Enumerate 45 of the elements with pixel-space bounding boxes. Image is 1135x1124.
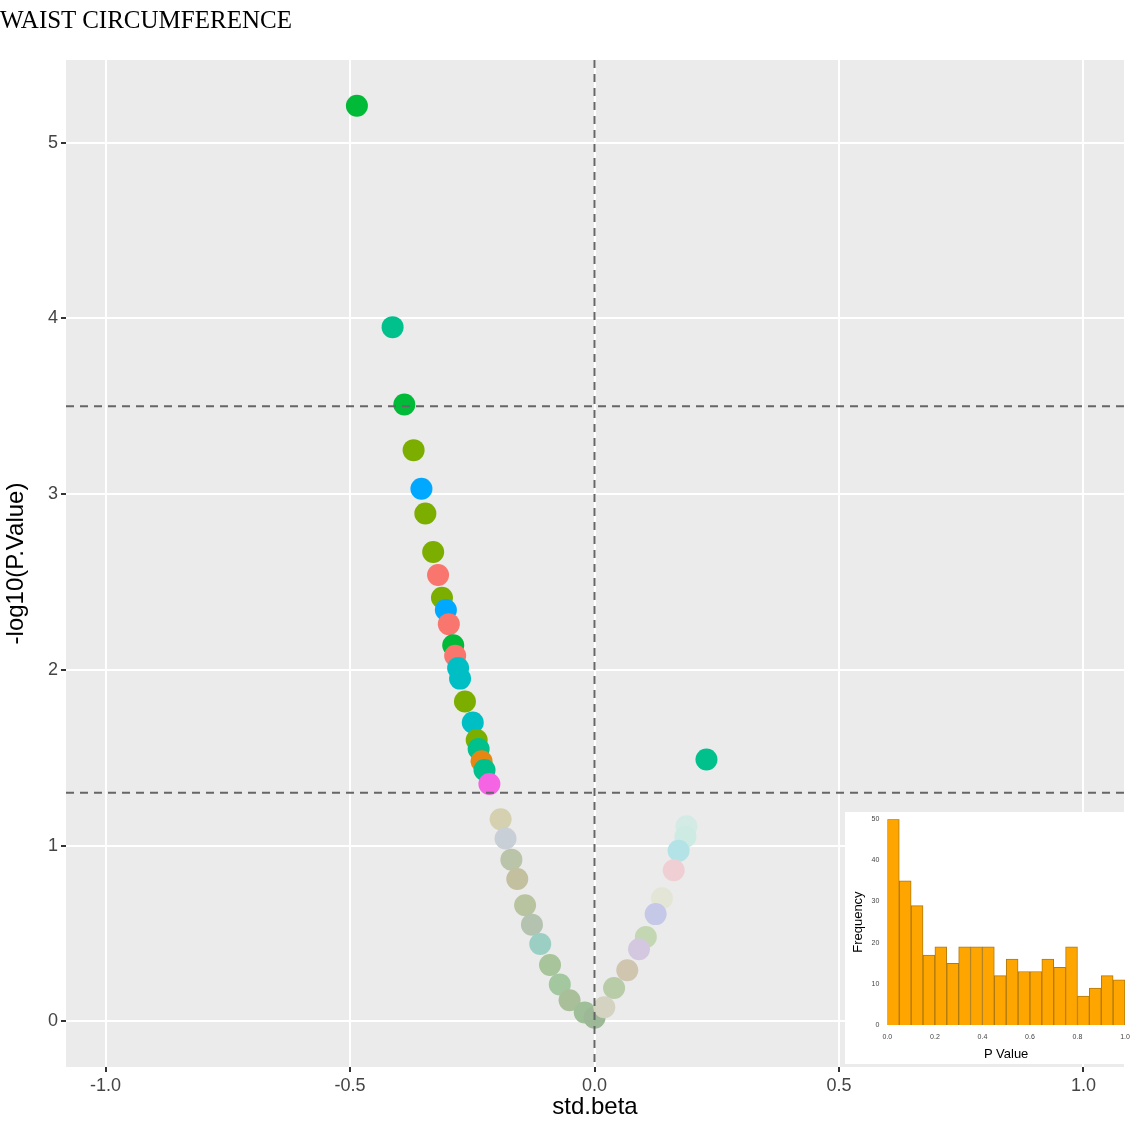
- y-tick-label: 5: [47, 131, 58, 152]
- point: [500, 848, 523, 871]
- point: [453, 690, 476, 713]
- point: [667, 839, 690, 862]
- point: [529, 932, 552, 955]
- point: [695, 748, 718, 771]
- point: [427, 563, 450, 586]
- point: [506, 867, 529, 890]
- x-tick-label: 0.0: [582, 1074, 608, 1095]
- point: [662, 859, 685, 882]
- point: [593, 996, 616, 1019]
- x-axis-title: P Value: [984, 1045, 1029, 1061]
- y-tick-label: 3: [47, 483, 58, 504]
- point: [616, 959, 639, 982]
- point: [558, 989, 581, 1012]
- y-axis-title: Frequency: [850, 890, 866, 953]
- y-tick-label: 1: [47, 834, 58, 855]
- point: [437, 613, 460, 636]
- x-axis-title: std.beta: [552, 1092, 639, 1120]
- x-tick-label: 1.0: [1070, 1074, 1096, 1095]
- y-tick-label: 0: [47, 1010, 58, 1031]
- point: [402, 439, 425, 462]
- point: [603, 976, 626, 999]
- point: [514, 894, 537, 917]
- x-tick-label: -0.5: [334, 1074, 366, 1095]
- x-tick-label: -1.0: [90, 1074, 122, 1095]
- point: [628, 938, 650, 961]
- point: [489, 808, 512, 831]
- point: [494, 827, 517, 850]
- x-tick-label: 0.5: [826, 1074, 852, 1095]
- point: [393, 393, 416, 416]
- y-axis-title: -log10(P.Value): [1, 482, 29, 645]
- point: [644, 903, 667, 926]
- point: [422, 541, 445, 564]
- point: [381, 316, 404, 339]
- point: [520, 913, 543, 936]
- point: [414, 502, 437, 525]
- point: [345, 94, 368, 117]
- point: [548, 973, 571, 996]
- y-tick-label: 4: [47, 307, 58, 328]
- chart-title: WAIST CIRCUMFERENCE: [0, 5, 292, 33]
- point: [539, 954, 562, 977]
- point: [410, 477, 433, 500]
- y-tick-label: 2: [47, 658, 58, 679]
- point: [478, 773, 501, 796]
